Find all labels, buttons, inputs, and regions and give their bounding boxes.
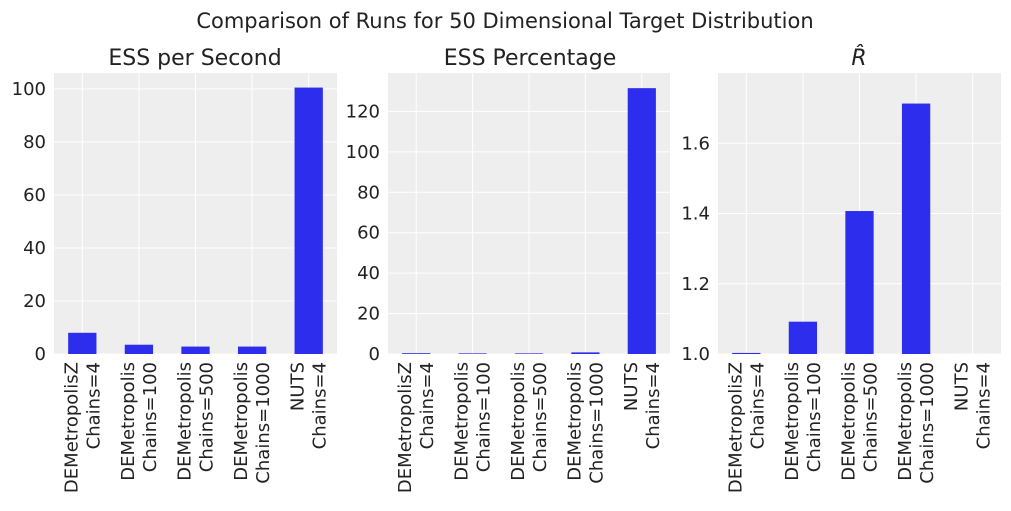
x-tick-label: DEMetropolis Chains=500 <box>839 362 882 481</box>
panel-title: R̂ <box>851 45 866 71</box>
x-tick-label: DEMetropolisZ Chains=4 <box>61 362 104 493</box>
x-tick-label: DEMetropolis Chains=1000 <box>231 362 274 484</box>
x-tick-label-line: DEMetropolis <box>118 362 139 481</box>
x-tick-label-line: DEMetropolis <box>508 362 529 481</box>
x-tick-label: DEMetropolis Chains=500 <box>508 362 551 481</box>
x-tick-label: NUTS Chains=4 <box>621 362 664 449</box>
x-tick-label-line: DEMetropolisZ <box>725 362 746 493</box>
x-tick-label: DEMetropolis Chains=100 <box>452 362 495 481</box>
x-tick-label-line: DEMetropolisZ <box>395 362 416 493</box>
bar-4 <box>237 346 267 354</box>
panel-title: ESS Percentage <box>444 46 617 71</box>
bar-3 <box>514 353 544 354</box>
x-tick-label: DEMetropolis Chains=1000 <box>895 362 938 484</box>
x-tick-label-line: Chains=4 <box>974 362 995 449</box>
y-tick-label: 20 <box>357 304 380 325</box>
x-tick-label: DEMetropolisZ Chains=4 <box>395 362 438 493</box>
bar-2 <box>124 344 154 354</box>
x-tick-label-line: NUTS <box>288 362 309 411</box>
x-tick-label-line: Chains=500 <box>861 362 882 472</box>
y-tick-label: 1.6 <box>681 133 710 154</box>
x-tick-label: DEMetropolis Chains=500 <box>175 362 218 481</box>
y-tick-label: 60 <box>23 185 46 206</box>
y-tick-label: 80 <box>23 132 46 153</box>
y-tick-label: 80 <box>357 182 380 203</box>
y-tick-label: 100 <box>346 142 380 163</box>
x-tick-label: NUTS Chains=4 <box>288 362 331 449</box>
x-tick-label-line: NUTS <box>621 362 642 411</box>
bar-1 <box>402 353 431 354</box>
bar-1 <box>732 352 761 354</box>
bar-4 <box>571 352 600 354</box>
y-tick-label: 20 <box>23 291 46 312</box>
y-tick-label: 1.2 <box>681 274 710 295</box>
x-tick-label-line: DEMetropolis <box>839 362 860 481</box>
x-tick-label-line: DEMetropolis <box>175 362 196 481</box>
x-tick-label-line: Chains=100 <box>474 362 495 472</box>
y-tick-label: 40 <box>357 263 380 284</box>
y-tick-label: 0 <box>369 344 380 365</box>
bar-2 <box>788 321 818 354</box>
x-tick-label: DEMetropolis Chains=100 <box>782 362 825 481</box>
x-tick-label-line: Chains=4 <box>310 362 331 449</box>
figure-title: Comparison of Runs for 50 Dimensional Ta… <box>196 9 813 33</box>
x-tick-label: DEMetropolisZ Chains=4 <box>725 362 768 493</box>
x-tick-label-line: Chains=100 <box>804 362 825 472</box>
x-tick-label-line: DEMetropolis <box>452 362 473 481</box>
bar-5 <box>627 88 656 355</box>
y-tick-label: 60 <box>357 223 380 244</box>
y-tick-label: 1.0 <box>681 344 710 365</box>
bar-4 <box>901 103 931 354</box>
y-tick-label: 120 <box>346 101 380 122</box>
y-tick-label: 0 <box>35 344 46 365</box>
x-tick-label: NUTS Chains=4 <box>952 362 995 449</box>
x-tick-label-line: DEMetropolis <box>895 362 916 481</box>
x-tick-label-line: Chains=1000 <box>253 362 274 484</box>
y-tick-label: 100 <box>12 79 46 100</box>
x-tick-label-line: Chains=4 <box>83 362 104 449</box>
y-tick-label: 1.4 <box>681 204 710 225</box>
x-tick-label-line: Chains=500 <box>197 362 218 472</box>
bar-3 <box>181 346 210 354</box>
x-tick-label-line: Chains=1000 <box>917 362 938 484</box>
bar-5 <box>294 87 323 354</box>
x-tick-label-line: DEMetropolisZ <box>61 362 82 493</box>
x-tick-label-line: Chains=500 <box>530 362 551 472</box>
y-tick-label: 40 <box>23 238 46 259</box>
x-tick-label-line: Chains=1000 <box>586 362 607 484</box>
bar-1 <box>68 332 97 354</box>
panel-title: ESS per Second <box>108 46 281 71</box>
x-tick-label-line: Chains=100 <box>140 362 161 472</box>
bar-3 <box>845 211 874 354</box>
x-tick-label: DEMetropolis Chains=1000 <box>564 362 607 484</box>
x-tick-label-line: Chains=4 <box>747 362 768 449</box>
x-tick-label-line: Chains=4 <box>417 362 438 449</box>
x-tick-label-line: DEMetropolis <box>564 362 585 481</box>
x-tick-label-line: NUTS <box>952 362 973 411</box>
x-tick-label: DEMetropolis Chains=100 <box>118 362 161 481</box>
x-tick-label-line: DEMetropolis <box>782 362 803 481</box>
bar-2 <box>458 353 487 354</box>
x-tick-label-line: Chains=4 <box>643 362 664 449</box>
x-tick-label-line: DEMetropolis <box>231 362 252 481</box>
